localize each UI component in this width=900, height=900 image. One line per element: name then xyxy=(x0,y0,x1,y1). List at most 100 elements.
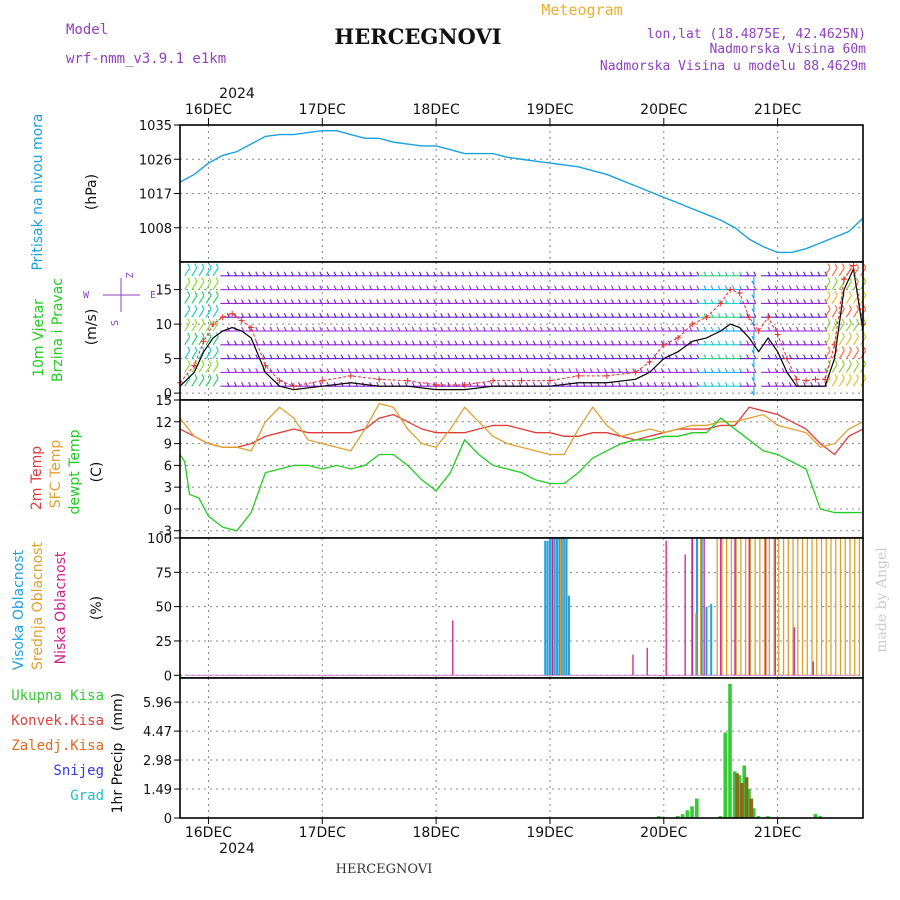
wind-barb-flag xyxy=(667,299,671,304)
wind-barb-flag xyxy=(447,285,451,290)
wind-barb-flag xyxy=(731,271,735,277)
wind-barb-flag xyxy=(490,381,494,387)
wind-barb-flag xyxy=(767,368,771,373)
wind-barb xyxy=(205,267,212,277)
wind-barb-flag xyxy=(504,368,508,373)
wind-barb-flag xyxy=(703,285,707,290)
wind-barb-flag xyxy=(539,271,543,277)
temperature-plot-area xyxy=(180,400,863,538)
wind-barb-flag xyxy=(404,354,408,359)
wind-barb-flag xyxy=(753,299,757,304)
bottom-day-labels: 16DEC 17DEC 18DEC 19DEC 20DEC 21DEC xyxy=(185,818,801,841)
wind-barb-flag xyxy=(426,312,430,318)
wind-barb-flag xyxy=(554,354,558,359)
wind-barb xyxy=(205,295,212,304)
wind-barb-flag xyxy=(326,326,330,332)
wind-barb-flag xyxy=(781,340,785,346)
wind-barb-flag xyxy=(283,271,287,277)
wind-barb-flag xyxy=(532,312,536,318)
wind-barb-flag xyxy=(255,299,259,304)
wind-barb xyxy=(824,322,831,332)
wind-barb-flag xyxy=(262,381,266,387)
wind-barb-flag xyxy=(767,271,771,277)
wind-barb-flag xyxy=(248,354,252,359)
wind-barb-flag xyxy=(433,285,437,290)
wind-barb-flag xyxy=(863,332,867,338)
wind-barb-flag xyxy=(369,299,373,304)
wind-barb xyxy=(191,322,198,332)
wind-barb-flag xyxy=(426,354,430,359)
wind-barb-flag xyxy=(834,332,838,338)
wind-barb-flag xyxy=(255,368,259,373)
wind-barb-flag xyxy=(856,304,860,310)
wind-barb-flag xyxy=(290,381,294,387)
wind-barb-flag xyxy=(354,326,358,332)
wind-barb-flag xyxy=(751,363,755,368)
wind-barb-flag xyxy=(290,299,294,304)
wind-barb-flag xyxy=(767,326,771,332)
cloud-high-ylabel: Visoka Oblacnost xyxy=(11,549,27,670)
wind-barb xyxy=(184,281,191,290)
wind-barb-flag xyxy=(827,332,831,338)
wind-barb xyxy=(838,336,845,346)
wind-barb-flag xyxy=(362,340,365,346)
wind-barb-flag xyxy=(603,271,607,277)
wind-barb-flag xyxy=(703,326,707,332)
precip-total-bar xyxy=(751,808,756,818)
wind-barb-flag xyxy=(418,340,422,346)
wind-barb-flag xyxy=(689,326,693,332)
top-day-label: 21DEC xyxy=(754,102,801,118)
wind-barb-flag xyxy=(532,340,536,346)
wind-barb-flag xyxy=(454,285,458,290)
top-day-labels: 16DEC 17DEC 18DEC 19DEC 20DEC 21DEC xyxy=(185,102,801,125)
wind-barb xyxy=(191,295,198,304)
wind-barb xyxy=(212,336,219,346)
wind-ytick-label: 15 xyxy=(155,284,172,299)
wind-barb-flag xyxy=(468,340,472,346)
wind-barb-flag xyxy=(468,271,472,277)
wind-barb-flag xyxy=(511,381,515,387)
wind-barb-flag xyxy=(561,354,565,359)
wind-barb-flag xyxy=(319,271,323,277)
wind-barb-flag xyxy=(856,346,860,351)
wind-barb-flag xyxy=(404,368,408,373)
clouds-ytick-label: 25 xyxy=(155,635,172,650)
wind-barb-flag xyxy=(233,381,237,387)
wind-barb-flag xyxy=(788,381,792,387)
top-day-label: 20DEC xyxy=(640,102,687,118)
wind-barb-flag xyxy=(262,299,266,304)
precip-total-bar xyxy=(737,775,742,818)
wind-barb-flag xyxy=(675,271,679,277)
wind-barb-flag xyxy=(667,354,671,359)
wind-barb-flag xyxy=(639,285,643,290)
wind-barb-flag xyxy=(326,285,330,290)
wind-barb-flag xyxy=(497,285,501,290)
wind-barb-flag xyxy=(241,354,245,359)
precip-total-bar xyxy=(680,814,685,818)
wind-barb-flag xyxy=(803,299,807,304)
wind-barb-flag xyxy=(297,285,301,290)
wind-barb-flag xyxy=(746,285,750,290)
wind-barb-flag xyxy=(810,381,814,387)
wind-barb-flag xyxy=(675,340,679,346)
wind-barb-flag xyxy=(518,381,522,387)
wind-barb-flag xyxy=(582,368,586,373)
wind-barb-flag xyxy=(208,332,212,338)
wind-barb-flag xyxy=(418,368,422,373)
wind-barb-flag xyxy=(426,340,430,346)
wind-barb-flag xyxy=(724,271,728,277)
wind-barb-flag xyxy=(539,312,543,318)
wind-barb-flag xyxy=(248,285,252,290)
model-label: Model xyxy=(66,22,108,38)
wind-barb-flag xyxy=(532,299,536,304)
wind-barb-flag xyxy=(490,368,494,373)
wind-barb xyxy=(845,322,852,332)
wind-barb-flag xyxy=(187,346,191,351)
wind-barb-flag xyxy=(312,285,316,290)
wind-barb-flag xyxy=(497,381,501,387)
temperature-ytick-label: 6 xyxy=(164,459,172,474)
wind-barb-flag xyxy=(383,381,387,387)
wind-barb-flag xyxy=(397,381,401,387)
wind-barb-flag xyxy=(863,291,867,296)
wind-barb-flag xyxy=(696,381,700,387)
